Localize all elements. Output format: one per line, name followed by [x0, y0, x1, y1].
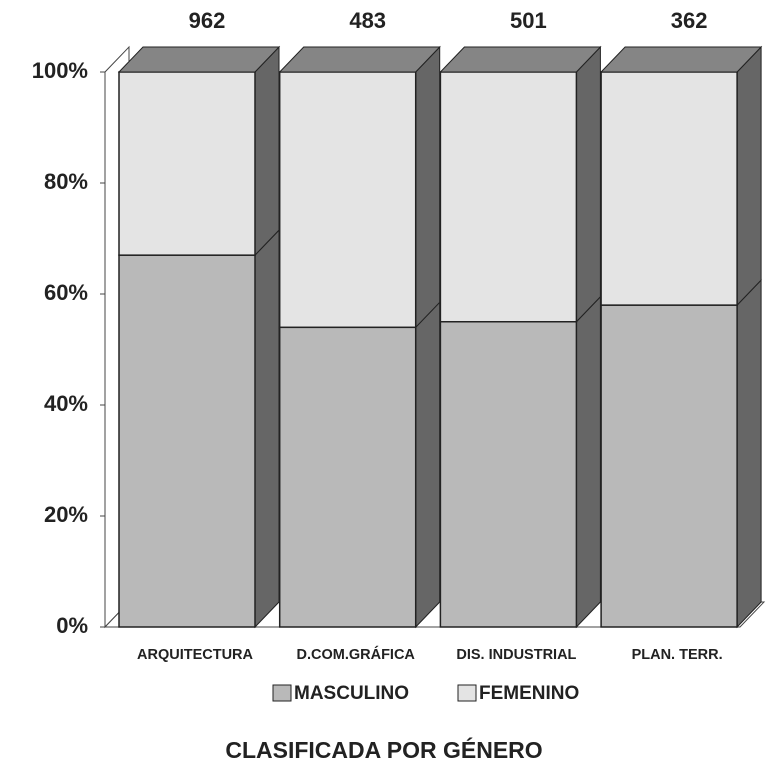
y-tick-label: 0% — [56, 613, 88, 638]
y-tick-label: 40% — [44, 391, 88, 416]
bar-side — [415, 301, 441, 629]
y-tick-label: 20% — [44, 502, 88, 527]
bar-side — [575, 295, 601, 629]
x-tick-label: ARQUITECTURA — [137, 647, 254, 663]
bar-side — [254, 45, 280, 257]
bar-side — [736, 45, 762, 307]
total-label: 362 — [671, 8, 708, 33]
bar-segment — [439, 71, 578, 323]
legend-swatch — [272, 684, 292, 702]
bar-top — [599, 46, 763, 73]
legend-label: MASCULINO — [294, 683, 409, 704]
y-tick-label: 80% — [44, 169, 88, 194]
bar-segment — [278, 71, 417, 329]
total-label: 962 — [189, 8, 226, 33]
chart-title: CLASIFICADA POR GÉNERO — [225, 736, 542, 763]
bar-top — [278, 46, 441, 73]
bar-side — [736, 278, 762, 629]
bar-segment — [278, 326, 417, 628]
y-tick-label: 60% — [44, 280, 88, 305]
bar-segment — [118, 71, 256, 256]
bar-side — [254, 228, 280, 629]
bar-segment — [600, 304, 738, 628]
bar-side — [415, 45, 441, 329]
legend-swatch — [457, 684, 477, 702]
bar-side — [575, 45, 601, 323]
x-tick-label: PLAN. TERR. — [632, 647, 723, 663]
x-tick-label: DIS. INDUSTRIAL — [456, 647, 576, 663]
y-tick-label: 100% — [32, 58, 88, 83]
bar-segment — [118, 254, 256, 628]
total-label: 501 — [510, 8, 547, 33]
bar-segment — [439, 321, 578, 628]
x-tick-label: D.COM.GRÁFICA — [296, 646, 415, 663]
legend-label: FEMENINO — [479, 683, 579, 704]
bar-top — [439, 46, 602, 73]
bar-top — [117, 46, 281, 73]
bar-segment — [600, 71, 738, 306]
total-label: 483 — [349, 8, 386, 33]
